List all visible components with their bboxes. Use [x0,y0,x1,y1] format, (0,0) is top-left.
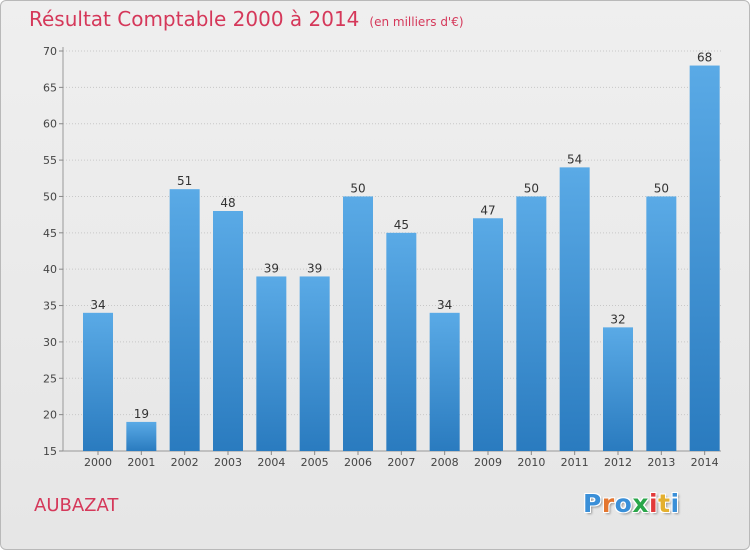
value-label: 51 [177,174,192,188]
logo-letter: P [583,489,602,518]
y-tick-label: 60 [43,118,57,131]
logo-letter: r [601,489,615,518]
bar [559,167,590,451]
logo-letter: x [632,489,649,518]
value-label: 48 [220,196,235,210]
title-main: Résultat Comptable 2000 à 2014 [29,7,360,31]
value-label: 34 [90,298,105,312]
y-tick-label: 70 [43,45,57,58]
bar [213,211,243,451]
bar [169,189,200,451]
x-tick-label: 2003 [214,456,242,469]
value-label: 34 [437,298,452,312]
value-label: 50 [654,181,669,195]
value-label: 68 [697,51,712,65]
chart-title: Résultat Comptable 2000 à 2014 (en millie… [29,7,464,31]
x-tick-label: 2014 [691,456,719,469]
logo-letter: i [649,489,659,518]
bar [126,421,157,451]
logo-letter: t [658,489,671,518]
logo-letter: o [614,489,633,518]
value-label: 54 [567,152,582,166]
bar [343,196,373,451]
value-label: 50 [350,181,365,195]
bar [689,65,720,451]
value-labels: 34 19 51 48 39 39 50 45 34 47 50 54 32 50 68 [90,51,712,421]
y-tick-labels: 15 20 25 30 35 40 45 50 55 60 65 70 [43,45,63,458]
value-label: 45 [394,218,409,232]
bars [83,65,720,451]
value-label: 19 [134,407,149,421]
y-tick-label: 40 [43,263,57,276]
y-tick-label: 55 [43,154,57,167]
bar [473,218,503,451]
y-tick-label: 35 [43,300,57,313]
proxiti-logo: Proxiti [583,489,680,518]
y-tick-label: 20 [43,409,57,422]
y-tick-label: 50 [43,190,57,203]
value-label: 39 [307,261,322,275]
x-tick-label: 2010 [517,456,545,469]
y-tick-label: 65 [43,81,57,94]
bar [386,232,417,451]
value-label: 39 [264,261,279,275]
x-tick-label: 2005 [301,456,329,469]
bar [646,196,677,451]
bar [83,312,113,451]
value-label: 47 [480,203,495,217]
x-tick-label: 2000 [84,456,112,469]
x-tick-label: 2011 [561,456,589,469]
x-tick-label: 2008 [431,456,459,469]
bar [299,276,330,451]
y-tick-label: 25 [43,372,57,385]
x-tick-label: 2012 [604,456,632,469]
x-tick-label: 2006 [344,456,372,469]
commune-name: AUBAZAT [34,495,119,516]
y-tick-label: 15 [43,445,57,458]
y-tick-label: 45 [43,227,57,240]
x-tick-label: 2002 [171,456,199,469]
bar [256,276,287,451]
title-unit: (en milliers d'€) [369,15,464,29]
logo-letter: i [670,489,680,518]
value-label: 32 [610,312,625,326]
x-tick-label: 2013 [647,456,675,469]
x-tick-label: 2004 [257,456,285,469]
x-tick-label: 2007 [387,456,415,469]
bar [516,196,547,451]
bar [603,327,633,451]
y-tick-label: 30 [43,336,57,349]
x-tick-labels: 2000 2001 2002 2003 2004 2005 2006 2007 2008 2009… [84,451,719,469]
x-tick-label: 2009 [474,456,502,469]
value-label: 50 [524,181,539,195]
x-tick-label: 2001 [127,456,155,469]
bar [429,312,460,451]
